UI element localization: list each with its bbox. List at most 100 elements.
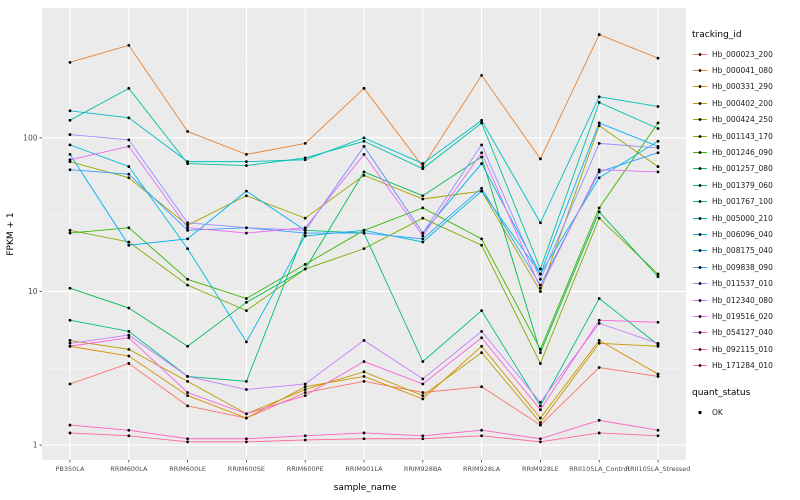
data-point xyxy=(127,434,131,438)
legend-item: Hb_054127_040 xyxy=(692,325,798,341)
data-point xyxy=(656,428,660,432)
legend-item-label: Hb_092115_010 xyxy=(712,344,773,354)
legend-key-point-icon xyxy=(698,410,702,414)
data-point xyxy=(421,167,425,171)
data-point xyxy=(480,118,483,122)
data-point xyxy=(303,391,307,394)
legend-key-line-icon xyxy=(693,315,707,318)
y-tick-label: 10 xyxy=(28,287,38,296)
legend-item: Hb_000041_080 xyxy=(692,62,798,78)
data-point xyxy=(539,286,542,290)
data-point xyxy=(186,130,190,133)
data-point xyxy=(539,272,542,276)
data-point xyxy=(597,95,601,99)
legend-items-quant: OK xyxy=(692,404,798,420)
legend-item-label: Hb_001379_060 xyxy=(712,180,773,190)
data-point xyxy=(539,440,542,444)
data-point xyxy=(421,206,425,210)
legend-item-label: Hb_171284_010 xyxy=(712,361,773,371)
data-point xyxy=(127,240,131,244)
data-point xyxy=(480,351,483,355)
legend-item-label: Hb_019516_020 xyxy=(712,311,773,321)
data-point xyxy=(127,144,131,148)
legend-key-line-icon xyxy=(693,347,707,351)
data-point xyxy=(303,226,307,230)
data-point xyxy=(539,404,542,408)
data-point xyxy=(597,142,601,145)
data-point xyxy=(186,283,190,287)
legend-item-label: Hb_054127_040 xyxy=(712,328,773,338)
data-point xyxy=(480,336,483,340)
legend-item-label: Hb_006096_040 xyxy=(712,229,773,239)
data-point xyxy=(127,306,131,310)
legend-item: Hb_019516_020 xyxy=(692,308,798,324)
data-point xyxy=(480,434,483,438)
data-point xyxy=(362,144,366,148)
data-point xyxy=(127,172,131,176)
data-point xyxy=(186,247,190,251)
legend-item-label: Hb_012340_080 xyxy=(712,295,773,305)
data-point xyxy=(186,237,190,241)
data-point xyxy=(597,216,601,220)
legend-key-line-icon xyxy=(693,282,707,286)
data-point xyxy=(303,234,307,238)
data-point xyxy=(303,434,307,438)
data-point xyxy=(597,418,601,422)
data-point xyxy=(362,431,366,435)
data-point xyxy=(362,136,366,140)
legend: tracking_id Hb_000023_200 Hb_000041_080 Hb… xyxy=(692,30,798,420)
data-point xyxy=(597,33,601,36)
legend-item-label: Hb_009838_090 xyxy=(712,262,773,272)
data-point xyxy=(303,228,307,232)
data-point xyxy=(656,372,660,376)
data-point xyxy=(68,382,72,386)
data-point xyxy=(597,121,601,125)
legend-item-label: Hb_005000_210 xyxy=(712,213,773,223)
data-point xyxy=(362,86,366,90)
data-point xyxy=(186,277,190,281)
data-point xyxy=(480,143,483,147)
data-point xyxy=(245,309,248,313)
data-point xyxy=(597,170,601,174)
data-point xyxy=(303,438,307,442)
data-point xyxy=(480,329,483,333)
legend-key-line-icon xyxy=(693,298,707,302)
data-point xyxy=(597,339,601,342)
legend-item-label: Hb_000041_080 xyxy=(712,66,773,76)
legend-key-line-icon xyxy=(693,233,707,236)
data-point xyxy=(480,186,483,190)
data-point xyxy=(68,286,72,290)
legend-key-line-icon xyxy=(693,151,707,154)
data-point xyxy=(186,404,190,408)
legend-key-line-icon xyxy=(693,249,707,253)
data-point xyxy=(127,116,131,120)
data-point xyxy=(68,339,72,342)
data-point xyxy=(245,189,248,193)
data-point xyxy=(245,231,248,235)
legend-title-tracking-id: tracking_id xyxy=(692,30,742,40)
x-tick-label: RRIM928LA xyxy=(463,465,501,473)
data-point xyxy=(245,164,248,167)
data-point xyxy=(245,379,248,383)
data-point xyxy=(421,397,425,401)
legend-item: Hb_000331_290 xyxy=(692,79,798,95)
data-point xyxy=(597,297,601,300)
legend-item-label: Hb_001143_170 xyxy=(712,131,773,141)
data-point xyxy=(480,237,483,241)
data-point xyxy=(656,105,660,108)
data-point xyxy=(245,437,248,441)
data-point xyxy=(597,341,601,345)
data-point xyxy=(421,197,425,201)
legend-item-label: Hb_008175_040 xyxy=(712,246,773,256)
data-point xyxy=(68,344,72,348)
legend-item-label: Hb_001246_090 xyxy=(712,148,773,158)
data-point xyxy=(597,206,601,210)
legend-item: Hb_001143_170 xyxy=(692,128,798,144)
data-point xyxy=(127,336,131,340)
data-point xyxy=(127,43,131,47)
data-point xyxy=(362,228,366,232)
data-point xyxy=(421,437,425,441)
data-point xyxy=(656,170,660,174)
data-point xyxy=(421,382,425,386)
data-point xyxy=(245,153,248,156)
